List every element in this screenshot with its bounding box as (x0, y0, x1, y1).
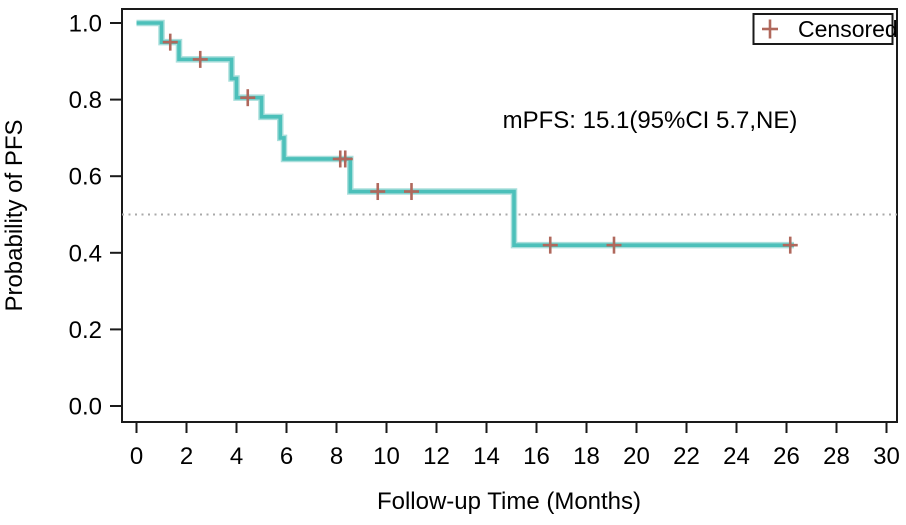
mpfs-annotation: mPFS: 15.1(95%CI 5.7,NE) (503, 107, 798, 134)
y-tick-label: 0.4 (69, 240, 102, 267)
x-tick-label: 2 (180, 443, 193, 470)
x-tick-label: 0 (130, 443, 143, 470)
survival-curve (136, 21, 794, 247)
x-tick-label: 20 (623, 443, 650, 470)
censor-mark (192, 50, 208, 68)
y-tick-label: 0.0 (69, 394, 102, 421)
y-axis-title: Probability of PFS (1, 119, 28, 311)
y-tick-label: 1.0 (69, 11, 102, 38)
x-tick-label: 10 (373, 443, 400, 470)
x-tick-label: 12 (423, 443, 450, 470)
x-tick-label: 26 (773, 443, 800, 470)
x-axis-title: Follow-up Time (Months) (377, 488, 641, 515)
censor-mark (542, 236, 558, 254)
legend-label: Censored (798, 16, 898, 42)
legend: Censored (752, 13, 898, 45)
x-tick-label: 24 (723, 443, 750, 470)
x-tick-label: 30 (873, 443, 900, 470)
x-tick-label: 6 (280, 443, 293, 470)
censor-mark (162, 33, 178, 51)
plot-area: 0 2 4 6 8 10 12 14 16 18 20 22 24 26 28 300.00.20.40.60… (69, 8, 900, 470)
censored-plus-icon (762, 19, 778, 39)
censor-mark (337, 150, 353, 168)
censor-mark (606, 236, 622, 254)
y-tick-label: 0.6 (69, 164, 102, 191)
x-tick-label: 14 (473, 443, 500, 470)
plot-frame (121, 8, 898, 423)
censor-mark (370, 183, 386, 201)
censor-mark (404, 183, 419, 201)
censor-mark (240, 89, 256, 107)
y-tick-label: 0.8 (69, 87, 102, 114)
censor-mark (782, 236, 798, 254)
x-tick-label: 28 (823, 443, 850, 470)
x-tick-label: 4 (230, 443, 243, 470)
x-tick-label: 16 (523, 443, 550, 470)
x-tick-label: 18 (573, 443, 600, 470)
y-tick-label: 0.2 (69, 317, 102, 344)
x-tick-label: 8 (330, 443, 343, 470)
x-tick-label: 22 (673, 443, 700, 470)
